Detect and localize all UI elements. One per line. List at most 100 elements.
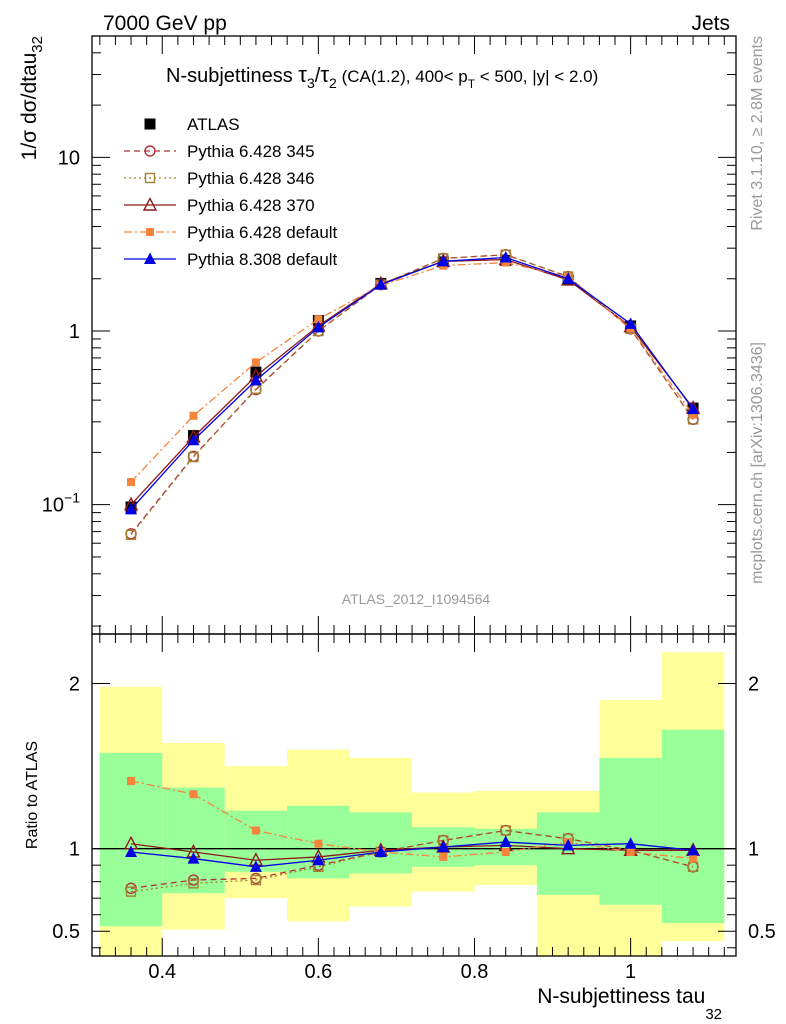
series-atlas (125, 254, 699, 513)
x-axis-label-text: N-subjettiness tau (537, 985, 705, 1008)
x-axis-label-sub: 32 (705, 1006, 722, 1023)
legend-label-py370: Pythia 6.428 370 (187, 196, 315, 215)
ratio-y-tick-label-left: 2 (69, 674, 80, 696)
ratio-point-pydefault (626, 847, 635, 856)
legend-label-atlas: ATLAS (187, 115, 240, 134)
legend-item-py8: Pythia 8.308 default (124, 250, 338, 269)
ratio-point-pydefault (689, 854, 698, 863)
title-sub2: 2 (329, 75, 337, 91)
y-tick-label: 10−1 (42, 490, 80, 517)
main-y-label: 1/σ dσ/dtau32 (18, 36, 46, 160)
ratio-line-py8 (130, 841, 694, 868)
ratio-point-pydefault (314, 839, 323, 848)
legend-marker-pydefault (146, 228, 154, 236)
series-py346 (125, 249, 699, 541)
ratio-line-py370 (130, 843, 694, 861)
data-point-py8 (249, 373, 262, 386)
rivet-label: Rivet 3.1.10, ≥ 2.8M events (749, 36, 766, 231)
data-point-py8 (562, 272, 575, 284)
series-line-py8 (130, 256, 694, 510)
ratio-point-py8 (687, 843, 700, 856)
data-point-py8 (624, 317, 637, 329)
legend-marker-py346 (144, 172, 156, 184)
band-inner (162, 787, 225, 894)
ratio-y-tick-label-right: 0.5 (748, 921, 776, 943)
legend-marker-atlas (144, 118, 156, 130)
main-plot-area (123, 249, 701, 541)
ratio-frame (91, 633, 737, 957)
x-axis-label: N-subjettiness tau32 (537, 985, 722, 1023)
ratio-point-py8 (125, 845, 138, 857)
ratio-point-py346 (125, 886, 137, 897)
ratio-point-py8 (249, 860, 262, 872)
ratio-point-pydefault (189, 790, 198, 799)
x-tick-label: 0.4 (148, 961, 176, 983)
analysis-label: ATLAS_2012_I1094564 (342, 591, 491, 607)
title-sub3: 3 (307, 75, 315, 91)
title-prefix: N-subjettiness (166, 65, 298, 87)
data-point-pydefault (314, 315, 323, 324)
legend-marker-py370 (142, 196, 158, 211)
data-point-py346 (125, 529, 137, 541)
ratio-point-py8 (499, 835, 512, 848)
x-tick-label: 0.6 (304, 961, 332, 983)
ratio-point-py346 (500, 825, 511, 836)
series-line-py345 (130, 254, 694, 535)
legend-label-py345: Pythia 6.428 345 (187, 142, 315, 161)
y-tick-label: 1 (69, 321, 80, 343)
data-point-pydefault (689, 410, 698, 419)
x-tick-label: 1 (625, 961, 636, 983)
ratio-line-pydefault (130, 780, 694, 860)
header-right: Jets (691, 12, 730, 35)
title-cuts-b: < 500, |y| < 2.0) (475, 67, 598, 86)
data-point-pydefault (189, 411, 198, 420)
ratio-point-pydefault (439, 852, 448, 861)
data-point-pydefault (127, 478, 136, 487)
legend-item-py370: Pythia 6.428 370 (124, 196, 315, 215)
series-line-py346 (130, 254, 694, 536)
ratio-y-tick-label-left: 0.5 (52, 921, 80, 943)
header-left: 7000 GeV pp (103, 12, 227, 35)
title-sub-t: T (468, 77, 476, 91)
x-tick-label: 0.8 (461, 961, 489, 983)
ratio-series-py8 (125, 835, 700, 872)
y-tick-label-base: 10 (58, 147, 80, 169)
data-point-pydefault (251, 358, 260, 367)
title-cuts-a: (CA(1.2), 400< p (337, 67, 468, 86)
data-point-py346 (188, 451, 199, 463)
legend-label-py346: Pythia 6.428 346 (187, 169, 315, 188)
ratio-point-py346 (188, 878, 199, 889)
band-inner (661, 729, 725, 923)
ratio-point-py8 (624, 837, 637, 849)
legend-item-pydefault: Pythia 6.428 default (124, 223, 338, 242)
data-point-py8 (125, 502, 138, 515)
legend-item-py346: Pythia 6.428 346 (124, 169, 315, 188)
ratio-y-label: Ratio to ATLAS (24, 741, 41, 849)
series-line-py370 (130, 258, 694, 506)
series-pydefault (127, 258, 698, 487)
series-py370 (123, 251, 701, 511)
chart-title: N-subjettiness τ3/τ2 (CA(1.2), 400< pT <… (166, 62, 598, 91)
main-y-label-sub: 32 (29, 36, 46, 53)
y-tick-label-base: 10 (42, 495, 64, 517)
series-py345 (125, 249, 699, 540)
ratio-point-py8 (374, 845, 387, 857)
ratio-panel: 2 2 1 1 0.5 0.5 0.4 0.6 0.8 1 Ratio to ATLAS N-su… (24, 633, 776, 1023)
data-point-py8 (374, 278, 387, 290)
title-slash: / (315, 65, 321, 87)
ratio-plot-area (92, 652, 736, 956)
data-point-atlas (250, 366, 262, 378)
ratio-y-tick-label-left: 1 (69, 839, 80, 861)
ratio-point-py8 (562, 838, 575, 851)
series-py8 (125, 251, 700, 515)
ratio-point-py346 (250, 874, 262, 886)
legend-label-pydefault: Pythia 6.428 default (187, 223, 338, 242)
ratio-y-tick-label-right: 1 (748, 839, 759, 861)
y-tick-label-exp: −1 (64, 490, 80, 506)
y-tick-label-base: 1 (69, 321, 80, 343)
ratio-point-pydefault (501, 847, 510, 856)
data-point-pydefault (501, 258, 510, 267)
